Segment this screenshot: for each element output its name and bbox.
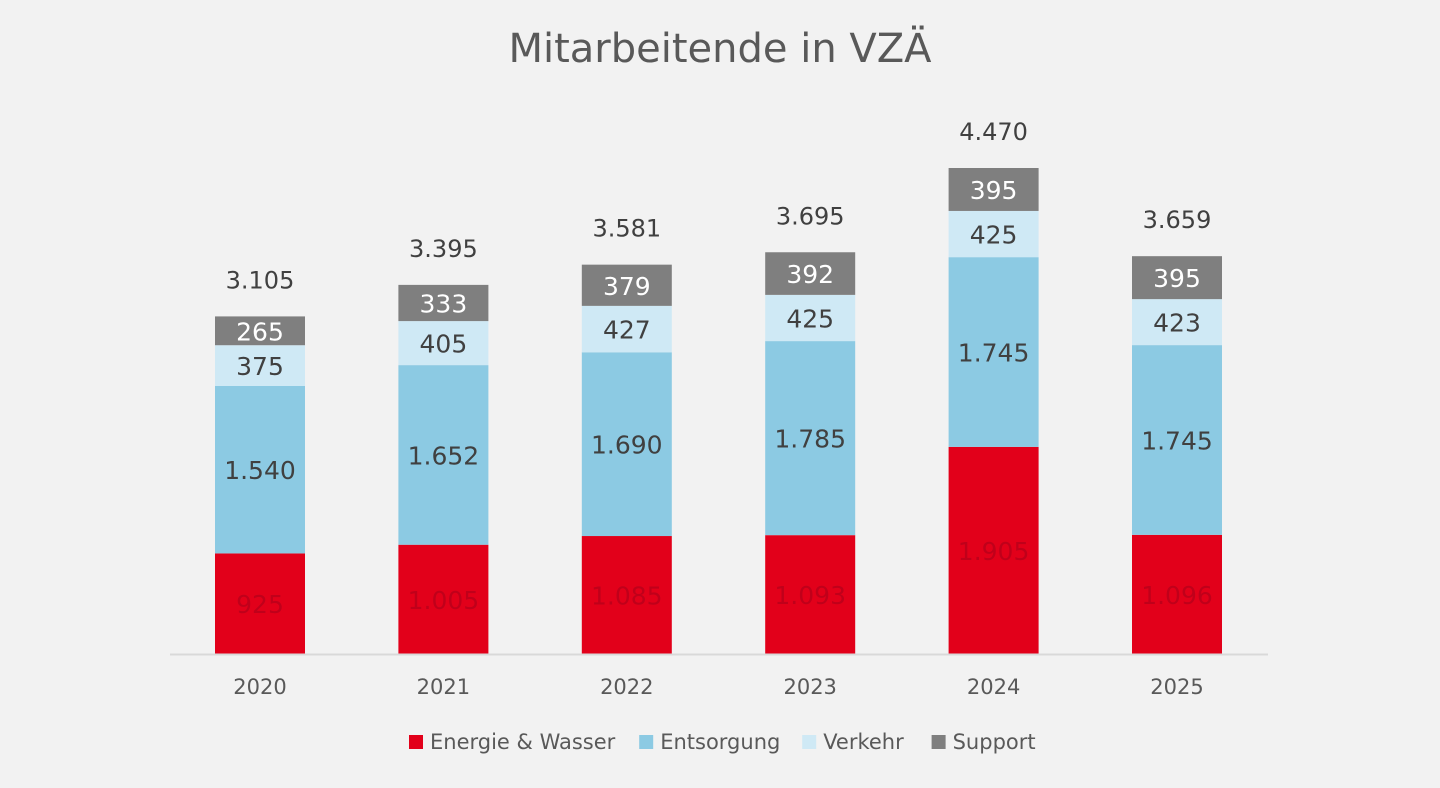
legend-label-verkehr: Verkehr	[823, 730, 904, 754]
bar-energie-and-wasser-2025	[1132, 534, 1222, 654]
bar-entsorgung-2020	[215, 385, 305, 554]
legend-item-energie-and-wasser: Energie & Wasser	[409, 730, 616, 754]
data-label-support-2021: 333	[420, 289, 468, 318]
bar-support-2022	[581, 264, 672, 306]
bar-support-2020	[215, 316, 305, 346]
bar-energie-and-wasser-2022	[581, 536, 672, 654]
legend-item-support: Support	[931, 730, 1036, 754]
data-label-verkehr-2020: 375	[236, 352, 284, 381]
total-label-2023: 3.695	[776, 202, 845, 230]
x-tick-label-2023: 2023	[783, 675, 836, 699]
data-label-verkehr-2024: 425	[970, 221, 1018, 250]
data-label-verkehr-2021: 405	[420, 330, 468, 359]
data-label-entsorgung-2024: 1.745	[958, 339, 1030, 368]
bar-entsorgung-2021	[398, 365, 489, 545]
bars-layer	[215, 168, 1222, 654]
total-label-2021: 3.395	[409, 235, 478, 263]
data-label-energie-and-wasser-2021: 1.005	[408, 586, 480, 615]
bar-energie-and-wasser-2021	[398, 544, 489, 654]
data-label-verkehr-2023: 425	[786, 304, 834, 333]
data-label-entsorgung-2021: 1.652	[408, 441, 480, 470]
x-tick-label-2022: 2022	[600, 675, 653, 699]
legend-swatch-entsorgung	[639, 735, 654, 749]
bar-entsorgung-2023	[765, 341, 856, 536]
data-label-energie-and-wasser-2023: 1.093	[774, 581, 846, 610]
legend: Energie & Wasser Entsorgung Verkehr Support	[409, 730, 1036, 754]
legend-label-support: Support	[953, 730, 1036, 754]
bar-energie-and-wasser-2023	[765, 535, 856, 654]
labels-layer: 925 1.540 375 265 3.105 1.005 1.652 405 333 3.395…	[224, 118, 1213, 619]
bar-verkehr-2020	[215, 345, 305, 386]
data-label-entsorgung-2023: 1.785	[774, 425, 846, 454]
bar-entsorgung-2022	[581, 352, 672, 537]
legend-swatch-verkehr	[802, 735, 817, 749]
total-label-2020: 3.105	[226, 266, 295, 294]
bar-support-2024	[948, 168, 1039, 211]
x-tick-label-2024: 2024	[967, 675, 1020, 699]
bar-energie-and-wasser-2024	[948, 446, 1039, 654]
data-label-entsorgung-2022: 1.690	[591, 431, 663, 460]
bar-support-2023	[765, 252, 856, 295]
bar-entsorgung-2024	[948, 257, 1039, 447]
total-label-2022: 3.581	[592, 215, 661, 243]
total-label-2025: 3.659	[1143, 206, 1212, 234]
bar-verkehr-2023	[765, 294, 856, 342]
bar-support-2021	[398, 284, 489, 322]
data-label-energie-and-wasser-2025: 1.096	[1141, 581, 1213, 610]
data-label-support-2020: 265	[236, 317, 284, 346]
bar-entsorgung-2025	[1132, 345, 1222, 535]
bar-support-2025	[1132, 256, 1222, 300]
legend-item-verkehr: Verkehr	[802, 730, 904, 754]
data-label-energie-and-wasser-2024: 1.905	[958, 537, 1030, 566]
data-label-support-2025: 395	[1153, 264, 1201, 293]
legend-label-entsorgung: Entsorgung	[660, 730, 780, 754]
x-axis: 2020 2021 2022 2023 2024 2025	[170, 653, 1268, 699]
data-label-support-2024: 395	[970, 176, 1018, 205]
data-label-energie-and-wasser-2022: 1.085	[591, 582, 663, 611]
legend-label-energie-and-wasser: Energie & Wasser	[430, 730, 616, 754]
legend-swatch-support	[931, 735, 946, 749]
data-label-support-2023: 392	[786, 260, 834, 289]
bar-verkehr-2024	[948, 210, 1039, 258]
x-tick-label-2021: 2021	[417, 675, 470, 699]
bar-verkehr-2022	[581, 305, 672, 353]
legend-swatch-energie-and-wasser	[409, 735, 423, 749]
x-tick-label-2020: 2020	[233, 675, 286, 699]
data-label-energie-and-wasser-2020: 925	[236, 590, 284, 619]
data-label-entsorgung-2020: 1.540	[224, 456, 296, 485]
x-tick-label-2025: 2025	[1150, 675, 1203, 699]
data-label-entsorgung-2025: 1.745	[1141, 426, 1213, 455]
bar-energie-and-wasser-2020	[215, 553, 305, 654]
legend-item-entsorgung: Entsorgung	[639, 730, 780, 754]
chart-title: Mitarbeitende in VZÄ	[508, 26, 932, 72]
data-label-verkehr-2022: 427	[603, 316, 651, 345]
bar-verkehr-2025	[1132, 299, 1222, 346]
total-label-2024: 4.470	[959, 118, 1028, 146]
bar-verkehr-2021	[398, 321, 489, 366]
data-label-verkehr-2025: 423	[1153, 309, 1201, 338]
data-label-support-2022: 379	[603, 272, 651, 301]
